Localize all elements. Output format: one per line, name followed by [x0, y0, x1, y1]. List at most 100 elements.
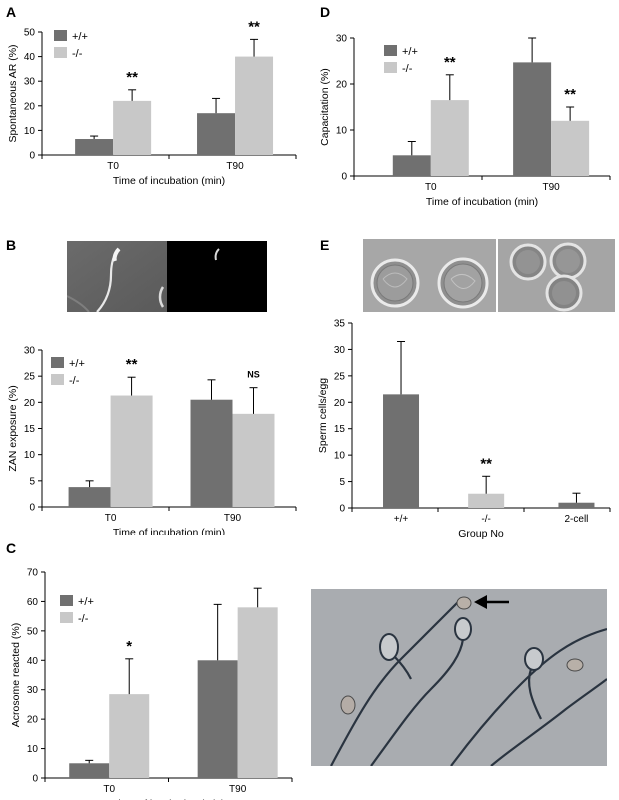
x-tick-label: 2-cell [565, 514, 589, 525]
legend-label: +/+ [402, 46, 418, 58]
legend-label: -/- [72, 48, 83, 60]
y-tick-label: 30 [27, 685, 39, 696]
acrosome-stained-sperm-image [311, 589, 607, 766]
y-tick-label: 20 [334, 398, 346, 409]
significance-label: ** [126, 356, 138, 373]
y-tick-label: 30 [334, 345, 346, 356]
bar [232, 413, 275, 507]
bar [197, 660, 238, 778]
y-tick-label: 30 [24, 346, 36, 357]
x-axis-title: Time of incubation (min) [426, 196, 538, 208]
x-tick-label: T90 [229, 784, 247, 795]
significance-label: ** [564, 86, 576, 103]
bar [75, 139, 114, 155]
y-axis-title: Acrosome reacted (%) [10, 623, 22, 727]
bar [392, 155, 431, 176]
eggs-knockout-image [498, 239, 615, 312]
y-tick-label: 0 [339, 504, 345, 515]
legend-swatch [60, 595, 73, 606]
x-tick-label: T90 [543, 182, 561, 193]
y-axis-title: Spontaneous AR (%) [7, 44, 19, 142]
y-tick-label: 10 [24, 450, 36, 461]
y-tick-label: 10 [27, 744, 39, 755]
bar [68, 487, 111, 507]
bar [558, 502, 595, 508]
x-tick-label: T90 [224, 513, 242, 524]
y-tick-label: 15 [24, 424, 36, 435]
legend-swatch [60, 612, 73, 623]
y-tick-label: 5 [339, 477, 345, 488]
chart-spontaneous-ar: 0 10 20 30 40 50 T0 T90 ** ** Time of incubation (… [7, 18, 297, 187]
legend-swatch [384, 45, 397, 56]
y-axis-title: ZAN exposure (%) [7, 385, 19, 471]
x-tick-label: T0 [425, 182, 437, 193]
sperm-fluorescence-image [167, 241, 267, 312]
bar [69, 763, 110, 778]
y-tick-label: 20 [24, 398, 36, 409]
legend-label: -/- [402, 63, 413, 75]
bar [430, 100, 469, 176]
chart-acrosome-reacted: 0 10 20 30 40 50 60 70 T0 T90 * Time of incubation … [10, 568, 293, 800]
bar [190, 399, 233, 507]
x-tick-label: T90 [226, 161, 244, 172]
legend-label: +/+ [78, 596, 94, 608]
x-tick-label: +/+ [394, 514, 409, 525]
significance-label: NS [247, 370, 260, 380]
y-tick-label: 25 [24, 372, 36, 383]
legend-swatch [54, 47, 67, 58]
bar [110, 395, 153, 507]
y-axis-title: Capacitation (%) [319, 68, 331, 146]
bar [513, 62, 552, 176]
y-tick-label: 30 [336, 34, 348, 45]
legend-label: +/+ [72, 31, 88, 43]
panel-label-d: D [320, 4, 331, 20]
bar [113, 100, 152, 155]
significance-label: ** [480, 455, 492, 472]
bar [383, 394, 420, 508]
legend-swatch [51, 357, 64, 368]
y-tick-label: 10 [24, 126, 36, 137]
chart-sperm-per-egg: 0 5 10 15 20 25 30 35 +/+ -/- 2-cell ** Group No Sper… [317, 319, 611, 540]
y-tick-label: 30 [24, 77, 36, 88]
legend-label: -/- [78, 613, 89, 625]
chart-zan-exposure: 0 5 10 15 20 25 30 T0 T90 ** NS Time of incubation … [7, 346, 297, 535]
legend-label: +/+ [69, 358, 85, 370]
bar [551, 120, 590, 176]
y-axis-title: Sperm cells/egg [317, 378, 329, 453]
y-tick-label: 35 [334, 319, 346, 330]
panel-label-b: B [6, 237, 17, 253]
y-tick-label: 5 [29, 476, 35, 487]
y-tick-label: 50 [24, 28, 36, 39]
x-tick-label: -/- [481, 514, 490, 525]
y-tick-label: 0 [29, 151, 35, 162]
y-tick-label: 20 [27, 715, 39, 726]
y-tick-label: 0 [32, 774, 38, 785]
significance-label: ** [126, 69, 138, 86]
significance-label: * [126, 638, 132, 655]
significance-label: ** [248, 18, 260, 35]
significance-label: ** [444, 54, 456, 71]
y-tick-label: 60 [27, 597, 39, 608]
panel-label-e: E [320, 237, 330, 253]
x-axis-title: Time of incubation (min) [112, 798, 224, 800]
x-tick-label: T0 [107, 161, 119, 172]
panel-label-c: C [6, 540, 17, 556]
y-tick-label: 70 [27, 568, 39, 579]
x-tick-label: T0 [103, 784, 115, 795]
y-tick-label: 0 [341, 172, 347, 183]
bar [237, 607, 278, 778]
y-tick-label: 20 [336, 80, 348, 91]
x-tick-label: T0 [105, 513, 117, 524]
legend-label: -/- [69, 375, 80, 387]
panel-label-a: A [6, 4, 17, 20]
y-tick-label: 25 [334, 371, 346, 382]
y-tick-label: 15 [334, 424, 346, 435]
legend-swatch [384, 62, 397, 73]
y-tick-label: 40 [24, 52, 36, 63]
sperm-phase-contrast-image [67, 241, 167, 312]
y-tick-label: 10 [336, 126, 348, 137]
y-tick-label: 50 [27, 626, 39, 637]
bar [197, 113, 236, 155]
x-axis-title: Time of incubation (min) [113, 175, 225, 187]
eggs-wildtype-image [363, 239, 496, 312]
